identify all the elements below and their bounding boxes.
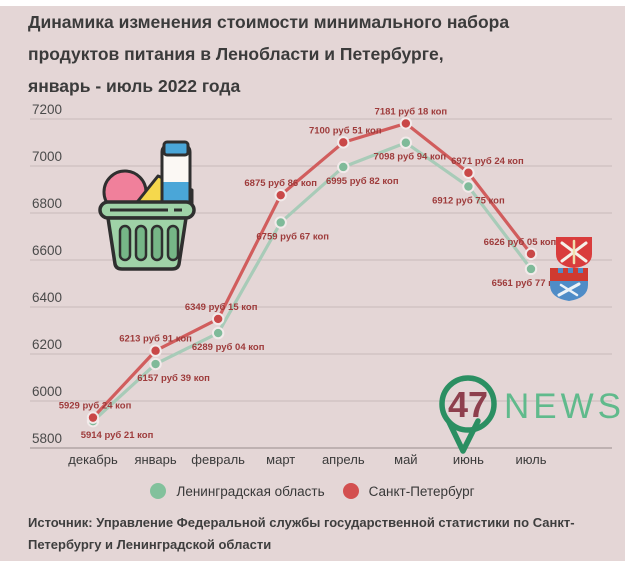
data-label: 5929 руб 24 коп xyxy=(59,401,132,412)
y-axis-tick-label: 6000 xyxy=(32,384,62,399)
basket-slot xyxy=(118,224,132,262)
legend-item-spb: Санкт-Петербург xyxy=(342,483,475,499)
title-line-3: январь - июль 2022 года xyxy=(28,76,241,96)
y-axis-tick-label: 6600 xyxy=(32,243,62,258)
fortress-wall xyxy=(550,268,588,281)
y-axis-tick-label: 7000 xyxy=(32,149,62,164)
y-axis-tick-label: 6200 xyxy=(32,337,62,352)
legend-item-lenobl: Ленинградская область xyxy=(150,483,325,499)
data-point xyxy=(399,136,413,149)
data-label: 6349 руб 15 коп xyxy=(185,302,258,313)
data-point xyxy=(399,117,413,130)
x-axis-label: апрель xyxy=(322,452,365,467)
data-point xyxy=(211,326,225,340)
saint-petersburg-crest-icon xyxy=(556,237,592,268)
data-point xyxy=(274,216,287,229)
series-line-spb xyxy=(91,121,533,419)
data-label: 7098 руб 94 коп xyxy=(374,152,447,163)
y-axis-tick-label: 5800 xyxy=(32,431,62,446)
data-label: 6626 руб 05 коп xyxy=(484,237,557,248)
pin-tail xyxy=(446,418,481,454)
data-label: 6912 руб 75 коп xyxy=(432,196,505,207)
data-point xyxy=(211,312,225,326)
data-label: 6561 руб 77 коп xyxy=(492,278,565,289)
x-axis-label: июнь xyxy=(453,452,484,467)
legend-dot-red xyxy=(342,483,359,499)
data-point xyxy=(462,180,475,193)
data-point xyxy=(462,166,475,179)
data-point xyxy=(337,136,350,149)
data-point xyxy=(86,411,100,424)
data-point xyxy=(524,262,538,276)
data-label: 6289 руб 04 коп xyxy=(192,342,265,353)
source-note: Источник: Управление Федеральной службы … xyxy=(28,512,603,556)
x-axis-label: январь xyxy=(134,452,176,467)
logo-number: 47 xyxy=(448,384,488,425)
data-label: 6157 руб 39 коп xyxy=(137,373,210,384)
y-axis-tick-label: 6800 xyxy=(32,196,62,211)
x-axis-label: март xyxy=(266,452,295,467)
47news-logo: 47 NEWS xyxy=(439,375,625,454)
basket-slot xyxy=(134,224,148,262)
key xyxy=(559,283,579,297)
legend-dot-green xyxy=(150,483,167,499)
chart-legend: Ленинградская область Санкт-Петербург xyxy=(0,478,625,504)
data-label: 6971 руб 24 коп xyxy=(451,156,524,167)
data-label: 5914 руб 21 коп xyxy=(81,430,154,441)
source-line-2: Петербургу и Ленинградской области xyxy=(28,537,272,552)
basket-slot xyxy=(150,224,164,262)
x-axis-label: декабрь xyxy=(68,452,118,467)
data-point xyxy=(149,344,162,357)
data-label: 6759 руб 67 коп xyxy=(256,231,329,242)
data-point xyxy=(337,160,350,174)
basket-slot xyxy=(166,224,180,262)
series-line-lenobl xyxy=(91,140,533,423)
x-axis-label: июль xyxy=(515,452,546,467)
source-line-1: Источник: Управление Федеральной службы … xyxy=(28,515,575,530)
data-point xyxy=(149,357,162,371)
grocery-basket-icon xyxy=(98,140,196,271)
plot-area: 5800 6000 6200 6400 6600 6800 7000 7200 декабрь я… xyxy=(30,102,612,467)
milk-cap xyxy=(162,140,190,157)
legend-label: Ленинградская область xyxy=(176,483,325,499)
chart-card xyxy=(0,6,625,561)
47news-pin-icon xyxy=(439,375,497,433)
data-label: 7100 руб 51 коп xyxy=(309,125,382,136)
data-label: 6213 руб 91 коп xyxy=(119,334,192,345)
logo-text: NEWS xyxy=(504,387,625,426)
y-axis-tick-label: 6400 xyxy=(32,290,62,305)
title-line-1: Динамика изменения стоимости минимальног… xyxy=(28,12,510,32)
data-label: 6875 руб 86 коп xyxy=(244,178,317,189)
legend-label: Санкт-Петербург xyxy=(368,483,475,499)
data-point xyxy=(524,247,538,261)
title-line-2: продуктов питания в Ленобласти и Петербу… xyxy=(28,44,444,64)
leningrad-oblast-crest-icon xyxy=(550,268,588,301)
x-axis-label: февраль xyxy=(191,452,245,467)
page-title: Динамика изменения стоимости минимальног… xyxy=(28,6,588,102)
x-axis-label: май xyxy=(394,452,417,467)
data-point xyxy=(274,188,287,202)
y-axis-tick-label: 7200 xyxy=(32,102,62,117)
data-label: 7181 руб 18 коп xyxy=(375,106,448,117)
data-label: 6995 руб 82 коп xyxy=(326,176,399,187)
